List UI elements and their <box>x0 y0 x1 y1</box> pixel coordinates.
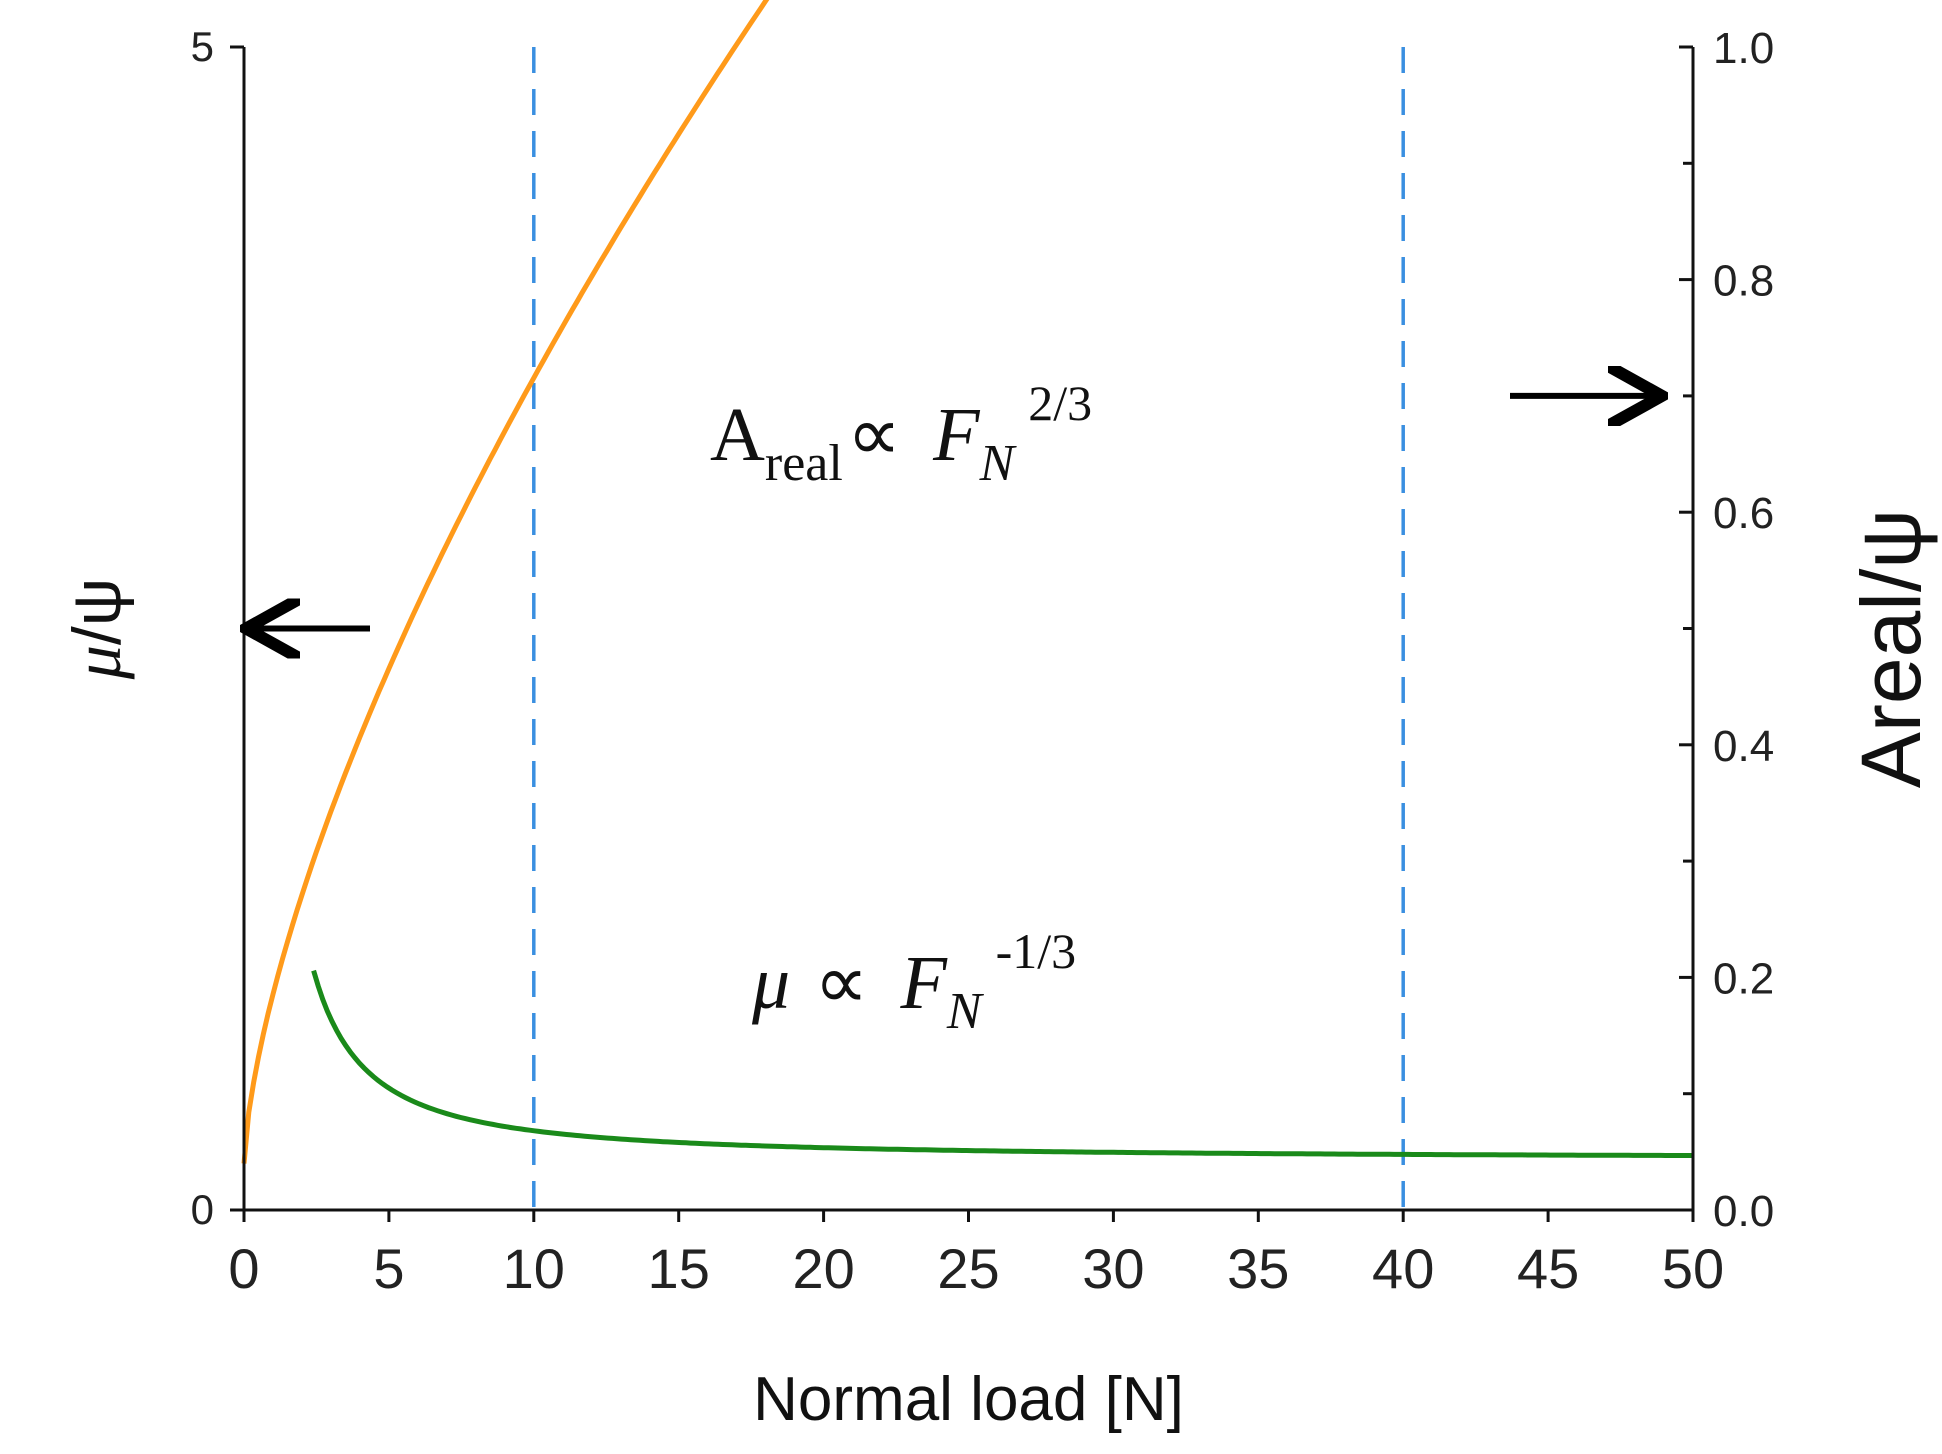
anno-area-sub: real <box>765 435 843 492</box>
y-left-tick-label: 0 <box>191 1186 214 1233</box>
y-left-tick-label: 5 <box>191 23 214 70</box>
anno-mu-var-sub: N <box>946 983 985 1040</box>
anno-area-prop: ∝ <box>847 393 901 477</box>
x-tick-label: 25 <box>937 1237 999 1300</box>
x-tick-label: 10 <box>503 1237 565 1300</box>
y-right-axis-title: Areal/ψ <box>1844 509 1938 788</box>
y-right-tick-label: 0.8 <box>1713 257 1774 306</box>
x-tick-label: 5 <box>373 1237 404 1300</box>
y-right-tick-label: 0.0 <box>1713 1187 1774 1236</box>
anno-area-var-sub: N <box>979 435 1018 492</box>
mu-power-law-annotation: μ ∝ FN-1/3 <box>751 923 1076 1040</box>
anno-mu-exp: -1/3 <box>996 923 1077 979</box>
area-series-line <box>241 0 770 1164</box>
anno-area-exp: 2/3 <box>1028 375 1092 431</box>
y-right-tick-label: 1.0 <box>1713 24 1774 73</box>
anno-mu-base: μ <box>751 941 790 1025</box>
y-right-tick-label: 0.6 <box>1713 489 1774 538</box>
x-tick-label: 45 <box>1517 1237 1579 1300</box>
y-right-tick-label: 0.2 <box>1713 954 1774 1003</box>
mu-series-line <box>311 969 1693 1158</box>
area-power-law-annotation: Areal∝ FN2/3 <box>710 375 1092 492</box>
x-tick-label: 50 <box>1662 1237 1724 1300</box>
y-left-axis-symbol: μ <box>59 645 135 680</box>
x-axis-title: Normal load [N] <box>753 1365 1184 1434</box>
x-tick-label: 35 <box>1227 1237 1289 1300</box>
y-left-axis-rest: /ψ <box>59 578 135 645</box>
anno-mu-var: F <box>899 941 948 1025</box>
y-left-axis-title: μ/ψ <box>59 578 135 681</box>
anno-area-var: F <box>932 393 981 477</box>
x-tick-label: 20 <box>792 1237 854 1300</box>
x-tick-label: 40 <box>1372 1237 1434 1300</box>
anno-area-base: A <box>710 393 765 477</box>
y-right-tick-label: 0.4 <box>1713 722 1774 771</box>
x-tick-label: 30 <box>1082 1237 1144 1300</box>
x-tick-label: 15 <box>648 1237 710 1300</box>
x-tick-label: 0 <box>228 1237 259 1300</box>
anno-mu-prop: ∝ <box>814 941 868 1025</box>
